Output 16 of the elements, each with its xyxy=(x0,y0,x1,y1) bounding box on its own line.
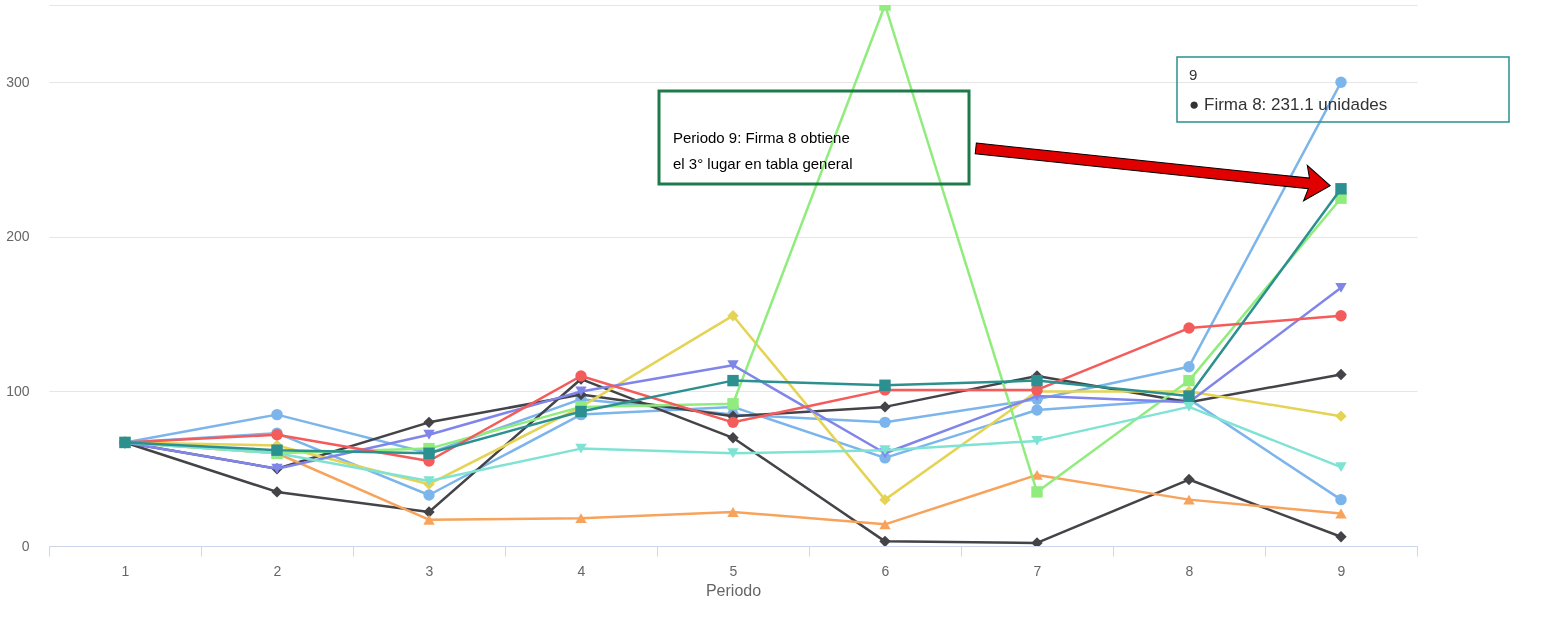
y-tick-label: 200 xyxy=(6,228,30,245)
x-tick-label: 1 xyxy=(121,562,130,579)
y-tick-label: 100 xyxy=(6,382,30,399)
y-tick-label: 0 xyxy=(21,537,30,554)
x-tick-label: 7 xyxy=(1033,562,1042,579)
x-tick-label: 3 xyxy=(425,562,434,579)
annotation: 9 xyxy=(1189,66,1198,83)
annotation: Periodo 9: Firma 8 obtiene el 3° lugar en tabla general xyxy=(673,128,853,172)
x-tick-label: 5 xyxy=(729,562,738,579)
x-tick-label: 2 xyxy=(273,562,282,579)
y-tick-label: 300 xyxy=(6,73,30,90)
x-tick-label: 6 xyxy=(881,562,890,579)
x-tick-label: 9 xyxy=(1337,562,1346,579)
x-tick-label: 8 xyxy=(1185,562,1194,579)
x-tick-label: 4 xyxy=(577,562,586,579)
x-axis-title: Periodo xyxy=(705,581,762,599)
